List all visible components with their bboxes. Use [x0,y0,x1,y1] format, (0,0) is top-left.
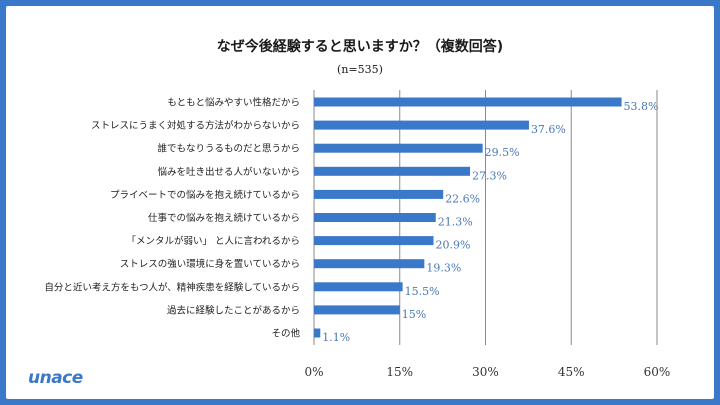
value-label: 27.3% [472,169,507,182]
brand-logo: unace [28,368,83,388]
x-tick-label: 30% [472,365,499,379]
value-label: 15% [402,308,426,321]
chart-subtitle: (n=535) [337,63,383,76]
bar-chart: 0% 15% 30% 45% 60% もともと悩みやすい性格だから 53.8% ストレスにうま… [44,90,670,380]
value-label: 15.5% [405,285,440,298]
x-tick-label: 0% [304,365,323,379]
labels: 0% 15% 30% 45% 60% もともと悩みやすい性格だから 53.8% ストレスにうま… [44,97,670,380]
x-tick-label: 60% [644,365,671,379]
category-label: 過去に経験したことがあるから [167,304,300,316]
category-label: 悩みを吐き出せる人がいないから [157,166,300,178]
value-label: 29.5% [485,146,520,159]
bar [314,259,425,269]
bar [314,328,321,338]
category-label: 「メンタルが弱い」 と人に言われるから [126,235,300,247]
chart-card: なぜ今後経験すると思いますか？（複数回答) (n=535) 0% 15% 30% 45… [6,6,714,399]
bar [314,166,471,176]
bars [314,97,622,338]
bar [314,189,444,199]
x-tick-label: 45% [558,365,585,379]
category-label: 仕事での悩みを抱え続けているから [148,212,300,224]
category-label: 誰でもなりうるものだと思うから [157,143,300,155]
category-label: ストレスにうまく対処する方法がわからないから [91,120,300,132]
bar [314,213,436,222]
bar [314,97,622,107]
category-label: その他 [271,328,300,340]
value-label: 1.1% [322,331,350,344]
value-label: 22.6% [445,192,480,205]
bar [314,305,400,315]
x-tick-label: 15% [386,365,413,379]
category-label: ストレスの強い環境に身を置いているから [120,258,300,270]
chart-title: なぜ今後経験すると思いますか？（複数回答) [216,39,504,55]
category-label: プライベートでの悩みを抱え続けているから [110,189,300,201]
category-label: もともと悩みやすい性格だから [167,97,300,109]
value-label: 19.3% [426,262,461,275]
bar [314,282,403,292]
value-label: 37.6% [531,123,566,136]
category-label: 自分と近い考え方をもつ人が、精神疾患を経験しているから [44,281,300,293]
bar [314,236,434,246]
value-label: 53.8% [624,100,659,113]
value-label: 20.9% [435,239,470,252]
bar [314,120,529,130]
bar [314,143,483,153]
value-label: 21.3% [438,216,473,229]
